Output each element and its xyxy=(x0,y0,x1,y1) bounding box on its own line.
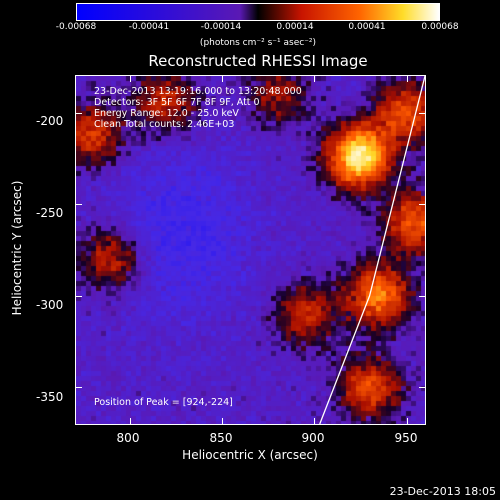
solar-limb-curve xyxy=(319,76,425,424)
timestamp: 23-Dec-2013 18:05 xyxy=(389,485,496,498)
y-tick-mark xyxy=(76,112,82,114)
y-tick-mark xyxy=(419,387,425,389)
x-tick-mark xyxy=(221,418,223,424)
colorbar-tick-label: -0.00014 xyxy=(200,22,242,32)
y-tick-mark xyxy=(419,112,425,114)
x-tick-label: 950 xyxy=(394,431,418,445)
y-axis-label: Heliocentric Y (arcsec) xyxy=(10,180,24,316)
y-tick-label: -300 xyxy=(36,298,64,312)
x-tick-mark xyxy=(406,76,408,82)
colorbar-tick-label: -0.00041 xyxy=(128,22,170,32)
info-clean-counts: Clean Total counts: 2.46E+03 xyxy=(94,119,235,130)
x-tick-mark xyxy=(314,418,316,424)
x-tick-mark xyxy=(406,418,408,424)
y-tick-mark xyxy=(76,387,82,389)
info-energy-range: Energy Range: 12.0 - 25.0 keV xyxy=(94,108,239,119)
y-tick-mark xyxy=(76,295,82,297)
y-tick-label: -350 xyxy=(36,390,64,404)
x-tick-mark xyxy=(314,76,316,82)
colorbar-gradient xyxy=(77,4,439,20)
x-tick-mark xyxy=(129,418,131,424)
colorbar-tick-label: 0.00068 xyxy=(421,22,459,32)
y-tick-mark xyxy=(76,204,82,206)
info-detectors: Detectors: 3F 5F 6F 7F 8F 9F, Att 0 xyxy=(94,97,260,108)
y-tick-label: -250 xyxy=(36,206,64,220)
x-tick-label: 800 xyxy=(116,431,140,445)
x-tick-label: 900 xyxy=(301,431,325,445)
x-tick-mark xyxy=(221,76,223,82)
y-tick-label: -200 xyxy=(36,114,64,128)
x-axis-label: Heliocentric X (arcsec) xyxy=(182,448,318,462)
info-peak-position: Position of Peak = [924,-224] xyxy=(94,397,233,408)
y-tick-mark xyxy=(419,204,425,206)
info-time-range: 23-Dec-2013 13:19:16.000 to 13:20:48.000 xyxy=(94,86,302,97)
heatmap-image xyxy=(76,76,425,424)
x-tick-mark xyxy=(129,76,131,82)
y-tick-mark xyxy=(419,295,425,297)
chart-title: Reconstructed RHESSI Image xyxy=(148,52,368,70)
colorbar-tick-label: -0.00068 xyxy=(55,22,97,32)
x-tick-label: 850 xyxy=(209,431,233,445)
colorbar-tick-label: 0.00014 xyxy=(276,22,314,32)
plot-overlay xyxy=(319,76,425,424)
colorbar-unit-label: (photons cm⁻² s⁻¹ asec⁻²) xyxy=(199,38,317,48)
colorbar xyxy=(76,3,440,21)
plot-area xyxy=(75,75,426,425)
colorbar-tick-label: 0.00041 xyxy=(348,22,386,32)
